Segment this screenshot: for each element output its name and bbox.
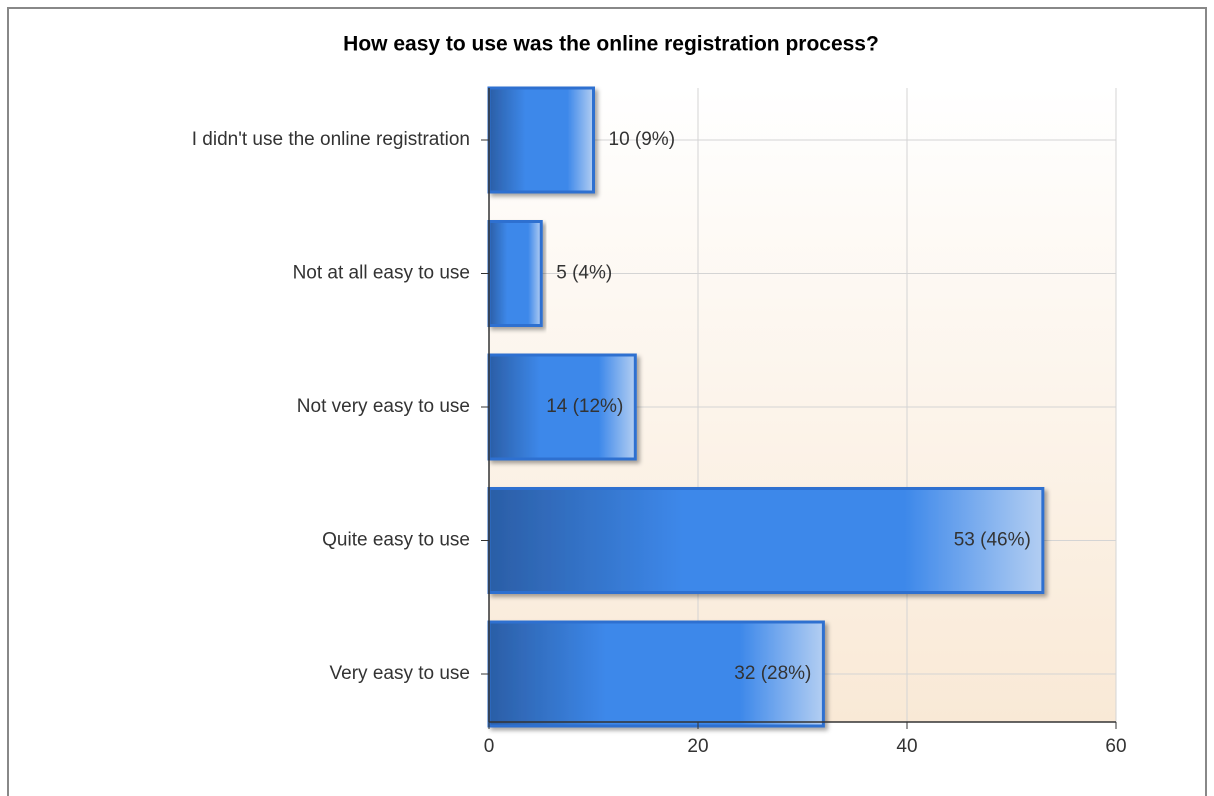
y-tick-label: Not at all easy to use — [293, 263, 470, 284]
bar — [487, 220, 543, 327]
y-tick-label: Not very easy to use — [297, 396, 470, 417]
value-label: 14 (12%) — [546, 396, 623, 417]
bar — [487, 487, 1045, 594]
y-tick-label: Very easy to use — [330, 663, 470, 684]
value-label: 32 (28%) — [734, 663, 811, 684]
x-tick-label: 60 — [1105, 736, 1126, 757]
bar — [487, 86, 595, 194]
x-tick-label: 0 — [484, 736, 495, 757]
x-tick-label: 20 — [687, 736, 708, 757]
value-label: 53 (46%) — [954, 530, 1031, 551]
chart-title: How easy to use was the online registrat… — [343, 33, 879, 56]
x-tick-label: 40 — [896, 736, 917, 757]
bar — [487, 353, 637, 461]
y-tick-label: Quite easy to use — [322, 530, 470, 551]
y-tick-label: I didn't use the online registration — [192, 129, 470, 150]
value-label: 5 (4%) — [556, 263, 612, 284]
value-label: 10 (9%) — [609, 129, 676, 150]
frame — [7, 7, 1207, 796]
